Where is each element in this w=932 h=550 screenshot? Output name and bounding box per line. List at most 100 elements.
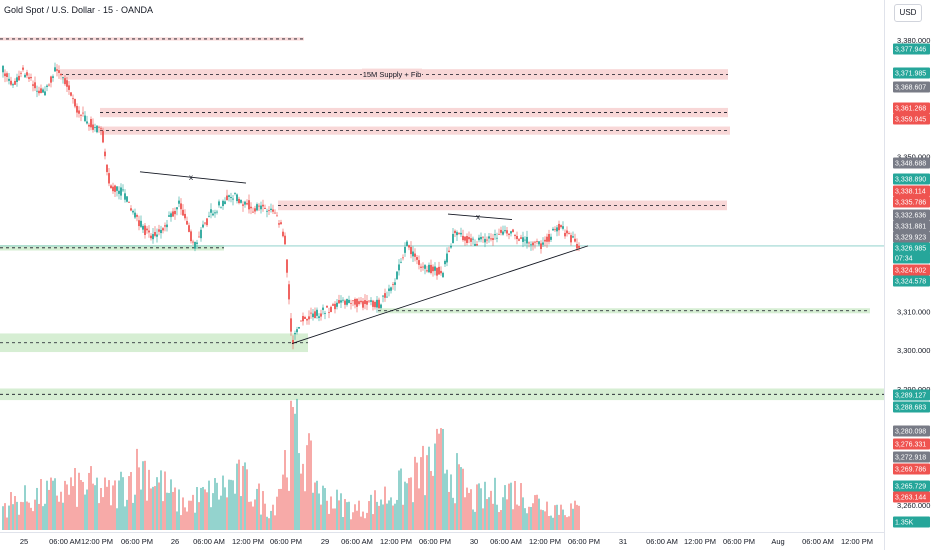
candle-body [442,272,444,278]
countdown-label-box [893,252,930,264]
currency-button[interactable]: USD [894,4,922,22]
volume-bar [26,501,28,530]
volume-bar [420,457,422,530]
volume-bar [222,475,224,530]
candle-body [340,300,342,303]
candle-body [462,235,464,241]
trendline-equal-highs-left[interactable] [139,171,247,184]
volume-bar [202,486,204,530]
volume-bar [134,494,136,530]
volume-bar [246,469,248,530]
volume-bar [268,518,270,530]
x-tick-label: 30 [470,537,478,546]
volume-bar [176,511,178,530]
volume-bar [174,487,176,530]
candle-body [64,78,66,85]
volume-bar [454,503,456,530]
candle-body [270,208,272,210]
candle-body [48,84,50,86]
volume-bar [536,494,538,530]
candle-body [264,207,266,209]
candle-body [176,207,178,210]
volume-bar [500,510,502,530]
volume-bar [170,479,172,530]
price-label-box [893,185,930,197]
candle-body [274,212,276,214]
candle-body [326,305,328,308]
volume-bar [488,497,490,530]
candle-body [434,266,436,271]
price-label-box [893,463,930,475]
volume-layer [2,398,580,530]
candle-body [354,299,356,305]
candle-body [328,311,330,313]
candle-body [212,213,214,216]
volume-bar [544,511,546,530]
candle-body [148,230,150,233]
candle-body [220,207,222,209]
candle-body [384,293,386,298]
candle-body [392,284,394,286]
volume-bar [216,482,218,530]
price-label: 3,377.946 [895,47,926,54]
volume-bar [520,483,522,530]
candle-body [54,67,56,72]
x-tick-label: 06:00 AM [802,537,834,546]
candle-body [476,244,478,246]
volume-bar [156,477,158,530]
volume-bar [352,512,354,530]
volume-bar [4,503,6,530]
trendline-ascending-support[interactable] [291,245,589,344]
candle-body [490,238,492,240]
candle-body [236,194,238,202]
price-label: 3,332.636 [895,213,926,220]
demand-zone [0,388,884,401]
x-tick-label: 06:00 PM [121,537,153,546]
candle-body [202,224,204,228]
candle-body [224,201,226,205]
trendline-equal-highs-right[interactable] [447,213,513,220]
candle-body [350,303,352,305]
volume-bar [54,478,56,530]
candle-body [276,215,278,217]
candle-body [238,198,240,204]
candle-body [548,234,550,242]
candle-body [484,238,486,243]
candle-body [552,228,554,231]
volume-bar [492,503,494,530]
candle-body [456,232,458,236]
volume-bar [44,503,46,530]
volume-bar [224,487,226,530]
candle-body [72,98,74,100]
candle-body [142,225,144,230]
volume-bar [70,477,72,530]
volume-bar [294,413,296,530]
candle-body [378,299,380,309]
price-label: 3,324.578 [895,279,926,286]
candle-body [362,301,364,308]
candle-body [500,229,502,233]
volume-bar [522,497,524,530]
candle-body [438,266,440,275]
candle-body [518,239,520,241]
candle-body [26,72,28,76]
volume-bar [526,513,528,530]
candle-body [170,213,172,218]
candle-body [546,236,548,242]
candle-body [554,229,556,231]
price-label-box [893,451,930,463]
supply-zone-label: 15M Supply + Fib [363,70,422,79]
price-label: 3,329.923 [895,235,926,242]
candle-body [314,311,316,319]
volume-bar [116,508,118,530]
volume-bar [250,501,252,530]
y-tick-label: 3,290.000 [897,385,930,394]
candle-body [460,232,462,235]
candle-body [286,259,288,273]
candle-body [178,200,180,204]
candle-body [482,236,484,238]
volume-bar [122,477,124,530]
candle-body [512,229,514,233]
demand-zone [0,333,308,353]
